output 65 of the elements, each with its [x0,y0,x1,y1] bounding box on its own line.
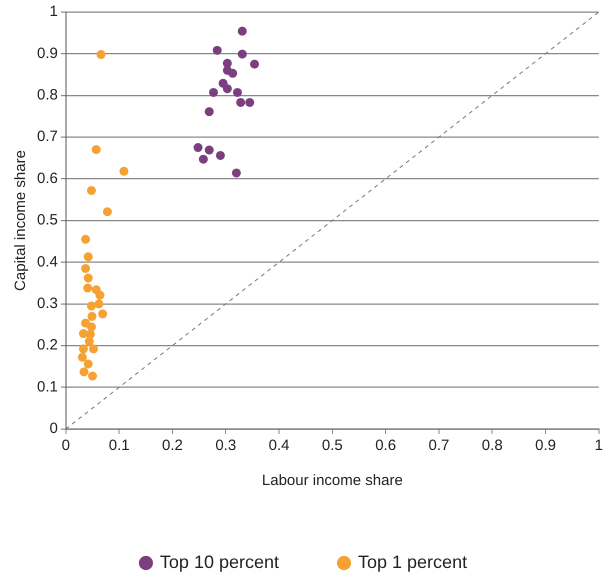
x-tick-label: 0.5 [322,437,343,454]
y-tick-label: 0.8 [36,86,58,104]
point [78,344,88,354]
x-tick-label: 0.6 [375,437,396,454]
y-tick-label: 0.3 [36,295,58,312]
x-axis-title: Labour income share [262,472,403,490]
y-tick-label: 0.5 [36,212,58,229]
point [84,359,93,368]
x-tick-label: 0.3 [215,437,236,454]
point [81,264,90,273]
point [238,50,247,59]
point [102,207,112,216]
point [83,284,92,293]
x-tick-label: 0 [62,437,70,454]
point [245,98,254,107]
point [208,88,218,97]
point [84,336,94,346]
point [78,352,87,362]
point [216,150,225,160]
x-tick-label: 0.7 [428,437,450,454]
point [232,168,241,178]
legend-label: Top 10 percent [160,552,280,572]
y-tick-label: 0.4 [36,253,58,270]
point [194,143,203,152]
point [212,46,222,55]
point [88,372,97,381]
point [92,145,101,154]
y-tick-label: 0.1 [36,378,58,396]
point [81,234,90,244]
point [228,68,238,78]
point [232,88,242,97]
point [119,166,128,176]
legend-label: Top 1 percent [358,552,468,572]
point [204,107,214,116]
point [84,252,93,262]
y-tick-label: 0.7 [36,128,58,146]
x-tick-label: 1 [594,437,603,454]
point [96,50,106,60]
point [95,290,104,300]
point [98,309,108,318]
point [87,312,96,321]
point [86,301,96,310]
y-tick-label: 0.6 [36,170,58,187]
x-tick-label: 0.9 [535,437,556,454]
x-tick-label: 0.1 [108,437,130,454]
point [204,146,214,155]
point [84,274,93,283]
point [198,154,208,164]
x-tick-label: 0.4 [268,437,290,454]
point [86,186,96,195]
point [238,26,247,36]
point [86,322,96,332]
y-tick-label: 0.2 [36,336,58,354]
y-tick-label: 0.9 [36,44,58,62]
point [236,98,246,107]
point [79,367,88,376]
y-axis-title: Capital income share [12,150,30,291]
y-tick-label: 0 [50,420,58,438]
y-tick-label: 1 [50,3,58,20]
point [89,344,98,354]
point [222,84,232,94]
x-tick-label: 0.2 [162,437,183,454]
x-tick-label: 0.8 [482,437,503,454]
point [94,299,104,308]
point [250,60,260,69]
